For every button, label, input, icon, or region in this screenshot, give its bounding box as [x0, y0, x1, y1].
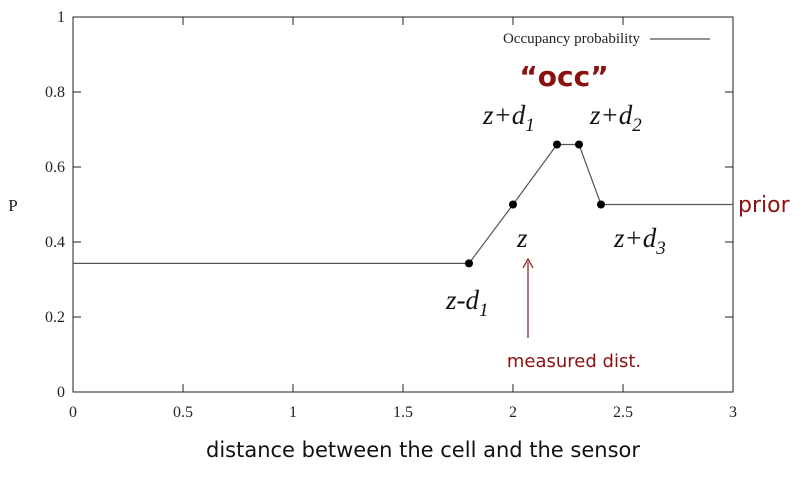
label-z-plus-d1-text: z+d [482, 100, 526, 130]
label-z-plus-d2-text: z+d [589, 100, 633, 130]
key-points-layer [465, 140, 605, 268]
label-z-minus-d1-sub: 1 [479, 300, 489, 321]
key-point-marker [597, 200, 605, 209]
x-tick-label: 3 [729, 404, 737, 421]
x-tick-label: 0.5 [173, 404, 193, 421]
y-tick-label: 0 [57, 384, 65, 401]
label-z-minus-d1: z-d1 [445, 285, 489, 321]
label-z-plus-d3-sub: 3 [655, 238, 666, 259]
y-tick-label: 0.6 [45, 159, 65, 176]
label-z-plus-d3: z+d3 [613, 223, 666, 259]
label-z-plus-d2-sub: 2 [632, 115, 642, 136]
x-tick-label: 1 [289, 404, 297, 421]
y-tick-label: 0.2 [45, 309, 65, 326]
x-tick-label: 2.5 [613, 404, 633, 421]
x-tick-label: 2 [509, 404, 517, 421]
legend: Occupancy probability [503, 31, 710, 47]
key-point-marker [465, 259, 473, 268]
measured-annotation: measured dist. [507, 351, 641, 372]
x-axis-ticks: 0 0.5 1 1.5 2 2.5 3 [69, 17, 737, 421]
legend-label: Occupancy probability [503, 31, 641, 47]
prior-annotation: prior [738, 193, 791, 218]
key-point-marker [553, 140, 561, 149]
label-z-plus-d1: z+d1 [482, 100, 535, 136]
label-z: z [516, 223, 528, 253]
occ-annotation: “occ” [519, 60, 608, 93]
y-tick-label: 0.4 [45, 234, 65, 251]
y-axis-ticks: 0 0.2 0.4 0.6 0.8 1 [45, 9, 733, 401]
measured-arrow-head [522, 257, 534, 269]
x-tick-label: 0 [69, 404, 77, 421]
label-z-plus-d2: z+d2 [589, 100, 642, 136]
y-axis-label: P [8, 196, 17, 215]
x-axis-label: distance between the cell and the sensor [206, 438, 640, 462]
x-tick-label: 1.5 [393, 404, 413, 421]
key-point-marker [575, 140, 583, 149]
y-tick-label: 1 [57, 9, 65, 26]
label-z-minus-d1-text: z-d [445, 285, 479, 315]
label-z-plus-d1-sub: 1 [525, 115, 535, 136]
y-tick-label: 0.8 [45, 84, 65, 101]
key-point-marker [509, 200, 517, 209]
label-z-plus-d3-text: z+d [613, 223, 657, 253]
